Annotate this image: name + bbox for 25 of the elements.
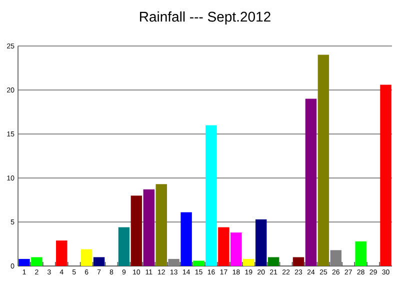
bar — [355, 241, 366, 266]
bar — [130, 196, 142, 266]
bar — [305, 98, 317, 266]
bar — [193, 260, 204, 266]
bar — [218, 227, 230, 266]
bar — [31, 257, 42, 266]
bar — [255, 219, 267, 266]
bar — [18, 258, 30, 266]
bar — [80, 249, 92, 266]
bar — [243, 258, 254, 266]
bar — [380, 84, 392, 266]
bar — [292, 257, 304, 266]
bar — [230, 232, 242, 266]
bar — [318, 54, 330, 266]
bar — [56, 240, 68, 266]
bar — [143, 189, 155, 266]
bar — [180, 212, 192, 266]
bar — [268, 257, 280, 266]
bar — [206, 125, 217, 266]
bar — [93, 257, 105, 266]
bar — [118, 227, 130, 266]
bar — [168, 258, 180, 266]
chart-title: Rainfall --- Sept.2012 — [140, 11, 270, 24]
bar — [330, 250, 342, 266]
bar — [156, 184, 167, 266]
